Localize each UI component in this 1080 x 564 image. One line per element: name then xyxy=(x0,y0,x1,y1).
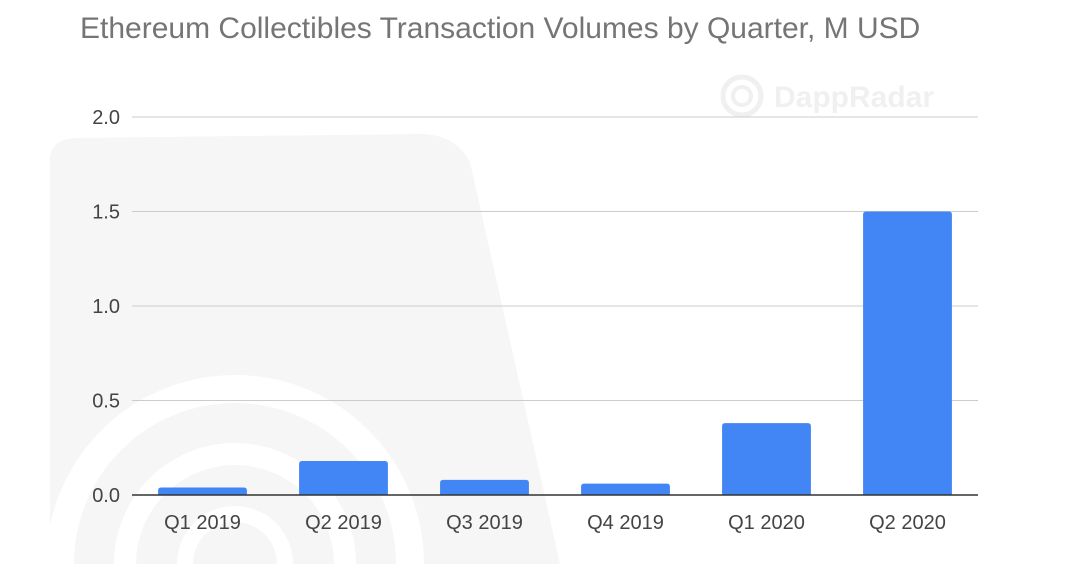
y-tick-label: 0.0 xyxy=(92,485,120,507)
bar-q2-2019 xyxy=(299,460,388,495)
background-watermark-shape xyxy=(46,134,560,564)
bar-q2-2020 xyxy=(863,211,952,495)
y-axis-ticks: 0.0 0.5 1.0 1.5 2.0 xyxy=(92,107,120,507)
gridlines xyxy=(132,116,978,401)
x-tick-label: Q2 2020 xyxy=(869,512,946,534)
x-tick-label: Q2 2019 xyxy=(305,512,382,534)
y-tick-label: 1.0 xyxy=(92,296,120,318)
chart-title: Ethereum Collectibles Transaction Volume… xyxy=(80,12,921,45)
bar-q3-2019 xyxy=(440,479,529,495)
x-tick-label: Q1 2019 xyxy=(164,512,241,534)
bar-q1-2019 xyxy=(158,487,247,495)
dappradar-watermark-logo: DappRadar xyxy=(720,74,934,118)
y-tick-label: 2.0 xyxy=(92,107,120,129)
x-tick-label: Q1 2020 xyxy=(728,512,805,534)
y-tick-label: 0.5 xyxy=(92,391,120,413)
bar-q1-2020 xyxy=(722,423,811,495)
y-tick-label: 1.5 xyxy=(92,202,120,224)
x-tick-label: Q3 2019 xyxy=(446,512,523,534)
watermark-brand-text: DappRadar xyxy=(774,81,934,114)
x-axis-ticks: Q1 2019 Q2 2019 Q3 2019 Q4 2019 Q1 2020 Q2 20… xyxy=(164,512,946,534)
bar-q4-2019 xyxy=(581,483,670,495)
bars xyxy=(158,211,952,495)
x-tick-label: Q4 2019 xyxy=(587,512,664,534)
